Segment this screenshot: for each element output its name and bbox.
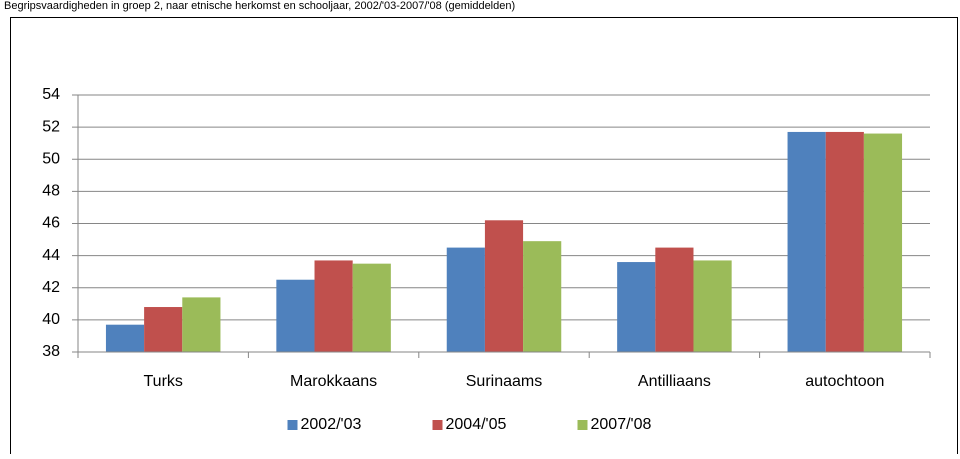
bar	[276, 279, 315, 352]
y-tick-label: 46	[42, 215, 60, 232]
y-tick-label: 50	[42, 150, 60, 167]
bar	[314, 260, 353, 352]
bar	[352, 263, 391, 352]
bar	[105, 324, 145, 352]
bar	[484, 220, 524, 352]
bar	[617, 262, 656, 352]
x-tick-label: autochtoon	[805, 373, 884, 390]
x-tick-label: Surinaams	[466, 373, 542, 390]
bar	[446, 247, 485, 352]
bar	[693, 260, 732, 352]
y-tick-label: 40	[42, 311, 60, 328]
y-tick-label: 38	[42, 343, 60, 360]
y-tick-label: 52	[42, 118, 60, 135]
legend-swatch	[432, 420, 443, 430]
y-tick-label: 44	[42, 247, 60, 264]
legend-label: 2002/'03	[301, 416, 362, 433]
legend-swatch	[287, 420, 298, 430]
chart-title: Begripsvaardigheden in groep 2, naar etn…	[4, 0, 515, 12]
x-tick-label: Marokkaans	[290, 373, 377, 390]
y-tick-label: 48	[42, 183, 60, 200]
legend-label: 2007/'08	[591, 416, 652, 433]
bar	[655, 247, 694, 352]
y-tick-label: 42	[42, 279, 60, 296]
bar	[787, 131, 826, 352]
bar	[182, 297, 221, 352]
legend-label: 2004/'05	[446, 416, 507, 433]
bar	[144, 307, 183, 352]
x-tick-label: Antilliaans	[638, 373, 711, 390]
legend-swatch	[577, 420, 588, 430]
bar	[863, 133, 903, 352]
x-tick-label: Turks	[143, 373, 182, 390]
bar	[523, 241, 562, 352]
bar	[825, 131, 864, 352]
y-tick-label: 54	[42, 86, 60, 103]
